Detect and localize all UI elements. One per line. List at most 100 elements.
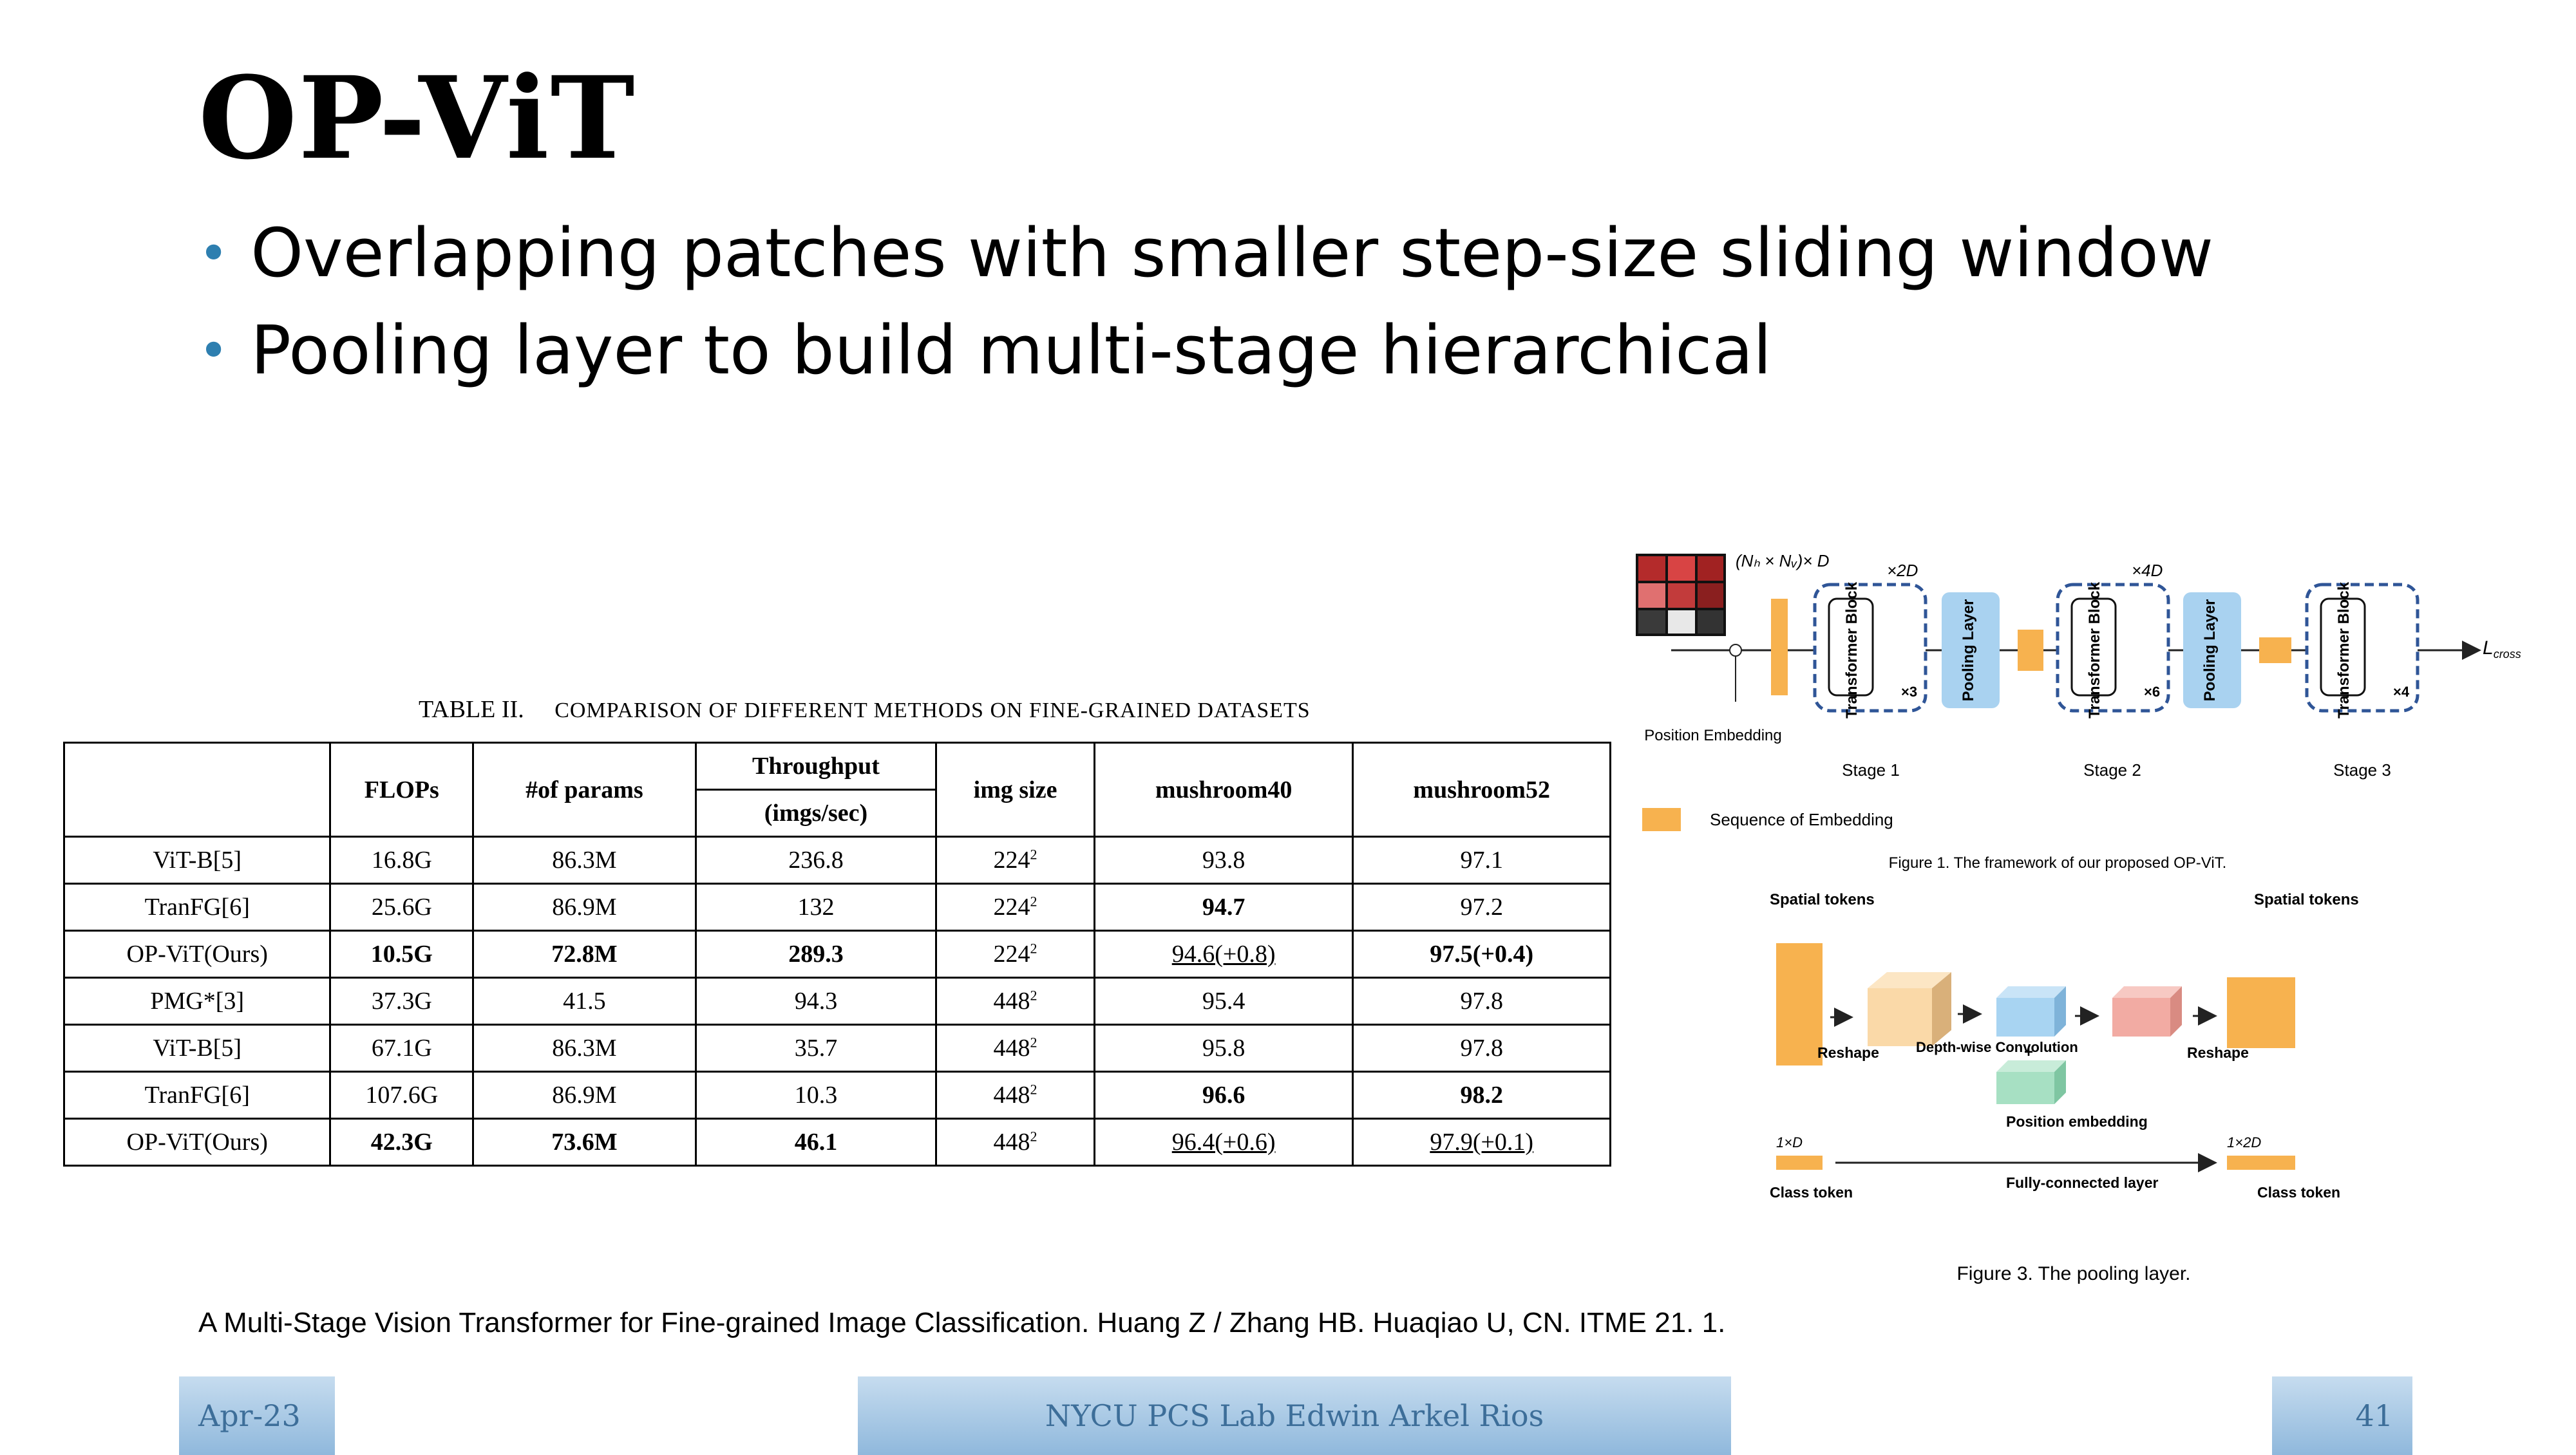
table-cell-m52: 97.8: [1352, 1024, 1611, 1073]
table-cell-params: 72.8M: [472, 930, 697, 979]
header-throughput: Throughput: [694, 742, 938, 791]
header-img-size: img size: [935, 742, 1095, 838]
table-cell-m40: 94.7: [1093, 883, 1354, 932]
figure1-caption: Figure 1. The framework of our proposed …: [1889, 854, 2227, 872]
legend-swatch: [1642, 808, 1681, 831]
table-cell-flops: 37.3G: [329, 977, 475, 1026]
spatial-tokens-label: Spatial tokens: [2254, 891, 2359, 908]
table-cell-img: 4482: [935, 1024, 1095, 1073]
table-cell-m52: 97.2: [1352, 883, 1611, 932]
pooling-layer-1: [1942, 592, 2000, 708]
position-embedding-label: Position Embedding: [1644, 727, 1781, 744]
header-method: [62, 742, 332, 838]
dimension-label-stage1: (Nₕ × Nᵥ)× D: [1736, 551, 1830, 570]
table-cell-m52: 97.8: [1352, 977, 1611, 1026]
table-cell-params: 86.3M: [472, 1024, 697, 1073]
table-row: ViT-B[5] 67.1G 86.3M 35.7 4482 95.8 97.8: [62, 1024, 1611, 1073]
depthwise-conv-label: Depth-wise Convolution: [1916, 1039, 2078, 1055]
table-cell-method: ViT-B[5]: [62, 1024, 332, 1073]
bullet-dot: •: [198, 321, 229, 380]
comparison-table: FLOPs #of params Throughput img size mus…: [62, 742, 1611, 1167]
table-cell-flops: 10.5G: [329, 930, 475, 979]
pooling-layer-figure: Spatial tokens Spatial tokens Reshape De…: [1770, 891, 2359, 1284]
table-cell-params: 73.6M: [472, 1118, 697, 1167]
spatial-token-column-in: [1776, 943, 1823, 1065]
bullet-item: • Pooling layer to build multi-stage hier…: [198, 302, 2213, 399]
bullet-list: • Overlapping patches with smaller step-s…: [198, 205, 2213, 399]
table-cell-method: OP-ViT(Ours): [62, 1118, 332, 1167]
table-cell-throughput: 94.3: [694, 977, 938, 1026]
table-caption-prefix: TABLE II.: [419, 696, 524, 723]
spatial-token-block-out: [2227, 977, 2295, 1048]
framework-figure: (Nₕ × Nᵥ)× D ×2D ×4D Transformer Block ×…: [1636, 551, 2521, 872]
token-sequence-1: [1771, 599, 1788, 695]
pooling-layer-label: Pooling Layer: [2201, 599, 2219, 702]
transformer-block-1: [1828, 597, 1874, 697]
pooling-layer-2: [2183, 592, 2241, 708]
table-cell-flops: 42.3G: [329, 1118, 475, 1167]
paper-reference: A Multi-Stage Vision Transformer for Fin…: [198, 1307, 1726, 1338]
table-row: ViT-B[5] 16.8G 86.3M 236.8 2242 93.8 97.1: [62, 836, 1611, 885]
feature-block-pink: [2112, 986, 2182, 1037]
legend-label: Sequence of Embedding: [1710, 810, 1893, 829]
reshape-label: Reshape: [2187, 1044, 2249, 1061]
class-dim-in: 1×D: [1776, 1134, 1803, 1150]
class-dim-out: 1×2D: [2227, 1134, 2261, 1150]
repeat-label: ×6: [2144, 684, 2160, 700]
table-cell-throughput: 132: [694, 883, 938, 932]
table-cell-m52: 98.2: [1352, 1071, 1611, 1120]
transformer-block-label: Transformer Block: [1843, 581, 1861, 718]
footer-page-number: 41: [2272, 1376, 2412, 1455]
table-cell-params: 86.9M: [472, 1071, 697, 1120]
table-cell-flops: 16.8G: [329, 836, 475, 885]
transformer-block-label: Transformer Block: [2335, 581, 2353, 718]
token-sequence-3: [2259, 637, 2291, 663]
table-cell-img: 2242: [935, 930, 1095, 979]
table-cell-throughput: 289.3: [694, 930, 938, 979]
table-cell-img: 2242: [935, 883, 1095, 932]
class-token-out: [2227, 1156, 2295, 1170]
table-row: TranFG[6] 107.6G 86.9M 10.3 4482 96.6 98.2: [62, 1071, 1611, 1120]
slide-title: OP-ViT: [198, 52, 636, 185]
table-cell-m52: 97.5(+0.4): [1352, 930, 1611, 979]
table-cell-flops: 25.6G: [329, 883, 475, 932]
footer-lab: NYCU PCS Lab Edwin Arkel Rios: [858, 1376, 1731, 1455]
header-params: #of params: [472, 742, 697, 838]
table-cell-m40: 94.6(+0.8): [1093, 930, 1354, 979]
table-cell-flops: 107.6G: [329, 1071, 475, 1120]
table-caption: TABLE II. COMPARISON OF DIFFERENT METHOD…: [419, 695, 1311, 724]
table-cell-img: 2242: [935, 836, 1095, 885]
table-cell-m40: 96.4(+0.6): [1093, 1118, 1354, 1167]
position-embedding-label: Position embedding: [2006, 1113, 2148, 1130]
plus-icon: +: [2024, 1044, 2033, 1061]
repeat-label: ×4: [2393, 684, 2410, 700]
stage-label: Stage 3: [2333, 760, 2391, 780]
table-cell-throughput: 35.7: [694, 1024, 938, 1073]
class-token-label: Class token: [1770, 1184, 1853, 1201]
feature-cube-peach: [1868, 972, 1951, 1046]
table-cell-params: 86.9M: [472, 883, 697, 932]
table-cell-img: 4482: [935, 1071, 1095, 1120]
table-cell-throughput: 10.3: [694, 1071, 938, 1120]
table-cell-params: 41.5: [472, 977, 697, 1026]
reshape-label: Reshape: [1817, 1044, 1879, 1061]
bullet-item: • Overlapping patches with smaller step-s…: [198, 205, 2213, 302]
table-cell-method: TranFG[6]: [62, 883, 332, 932]
bullet-text: Overlapping patches with smaller step-si…: [251, 214, 2213, 292]
add-operator-icon: [1729, 644, 1742, 657]
fc-layer-label: Fully-connected layer: [2006, 1174, 2159, 1191]
table-cell-method: ViT-B[5]: [62, 836, 332, 885]
token-sequence-2: [2018, 630, 2043, 671]
class-token-label: Class token: [2257, 1184, 2340, 1201]
dimension-label-stage2: ×2D: [1887, 561, 1918, 580]
table-cell-m52: 97.1: [1352, 836, 1611, 885]
pooling-layer-label: Pooling Layer: [1960, 599, 1977, 702]
header-flops: FLOPs: [329, 742, 475, 838]
table-cell-method: PMG*[3]: [62, 977, 332, 1026]
table-body: ViT-B[5] 16.8G 86.3M 236.8 2242 93.8 97.1 TranF…: [62, 836, 1611, 1167]
table-cell-throughput: 236.8: [694, 836, 938, 885]
transformer-block-label: Transformer Block: [2086, 581, 2103, 718]
loss-label: Lcross: [2483, 637, 2521, 661]
table-cell-m52: 97.9(+0.1): [1352, 1118, 1611, 1167]
header-throughput-unit: (imgs/sec): [694, 789, 938, 838]
